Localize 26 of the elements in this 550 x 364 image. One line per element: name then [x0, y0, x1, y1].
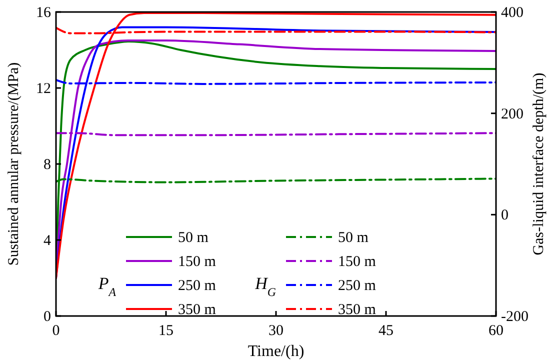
legend-label: 250 m [178, 278, 216, 294]
x-tick-label: 15 [158, 323, 174, 339]
legend-label: 350 m [178, 302, 216, 318]
legend-label: 50 m [178, 230, 209, 246]
y2-tick-label: -200 [501, 309, 528, 325]
y2-tick-label: 200 [501, 106, 524, 122]
y2-axis-title: Gas-liquid interface depth/(m) [531, 72, 547, 256]
annotation: H$_{G}$ [254, 274, 276, 299]
annotation: P$_{A}$ [97, 274, 117, 299]
legend-label: 150 m [178, 254, 216, 270]
x-tick-label: 30 [268, 323, 284, 339]
y-tick-label: 16 [36, 5, 52, 21]
y2-tick-label: 400 [501, 5, 524, 21]
legend-label: 250 m [338, 278, 376, 294]
legend-label: 50 m [338, 230, 369, 246]
x-tick-label: 45 [378, 323, 394, 339]
y-tick-label: 0 [44, 309, 51, 325]
x-tick-label: 60 [488, 323, 504, 339]
y-tick-label: 12 [36, 81, 51, 97]
legend-label: 350 m [338, 302, 376, 318]
y-axis-title: Sustained annular pressure/(MPa) [6, 62, 22, 266]
y2-tick-label: 0 [501, 208, 508, 224]
legend-label: 150 m [338, 254, 376, 270]
y-tick-label: 4 [44, 233, 52, 249]
y-tick-label: 8 [44, 157, 51, 173]
x-axis-title: Time/(h) [248, 343, 304, 360]
